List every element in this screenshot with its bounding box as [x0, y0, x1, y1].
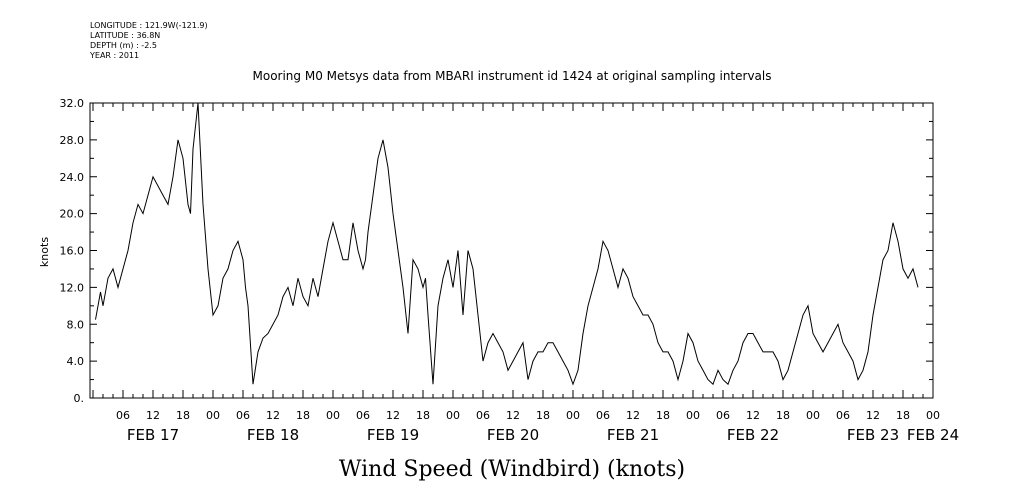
x-tick-label: 06 — [716, 409, 730, 422]
x-tick-label: 06 — [596, 409, 610, 422]
x-tick-label: 18 — [416, 409, 430, 422]
depth-text: DEPTH (m) : -2.5 — [90, 41, 157, 50]
year-text: YEAR : 2011 — [90, 51, 140, 60]
y-tick-label: 20.0 — [60, 208, 85, 221]
x-tick-label: 00 — [686, 409, 700, 422]
x-tick-label: 00 — [566, 409, 580, 422]
x-tick-label: 00 — [446, 409, 460, 422]
longitude-text: LONGITUDE : 121.9W(-121.9) — [90, 21, 208, 30]
chart-axes — [89, 102, 934, 399]
x-tick-label: 06 — [116, 409, 130, 422]
y-tick-labels: 0. 4.0 8.0 12.0 16.0 20.0 24.0 28.0 32.0 — [60, 97, 85, 405]
day-label: FEB 18 — [247, 426, 299, 444]
y-tick-label: 8.0 — [67, 318, 85, 331]
station-metadata: LONGITUDE : 121.9W(-121.9) LATITUDE : 36… — [90, 21, 208, 61]
x-tick-label: 00 — [926, 409, 940, 422]
x-tick-label: 06 — [236, 409, 250, 422]
latitude-text: LATITUDE : 36.8N — [90, 31, 161, 40]
x-tick-label: 12 — [146, 409, 160, 422]
y-tick-label: 28.0 — [60, 134, 85, 147]
x-tick-label: 12 — [386, 409, 400, 422]
y-tick-label: 24.0 — [60, 171, 85, 184]
y-tick-label: 12.0 — [60, 281, 85, 294]
y-tick-label: 4.0 — [67, 355, 85, 368]
x-tick-label: 18 — [656, 409, 670, 422]
x-tick-label: 12 — [266, 409, 280, 422]
x-tick-label: 06 — [476, 409, 490, 422]
x-tick-label: 00 — [206, 409, 220, 422]
x-tick-label: 12 — [746, 409, 760, 422]
day-label: FEB 21 — [607, 426, 659, 444]
day-labels: FEB 17 FEB 18 FEB 19 FEB 20 FEB 21 FEB 22 FEB … — [127, 426, 959, 444]
y-tick-label: 16.0 — [60, 245, 85, 258]
x-tick-label: 12 — [506, 409, 520, 422]
y-tick-label: 32.0 — [60, 97, 85, 110]
day-label: FEB 17 — [127, 426, 179, 444]
y-axis-label: knots — [38, 237, 51, 267]
x-tick-label: 18 — [176, 409, 190, 422]
day-label: FEB 24 — [907, 426, 959, 444]
x-tick-label: 18 — [296, 409, 310, 422]
x-tick-labels: 06 12 18 00 06 12 18 00 06 12 18 00 06 12 18 00 06 12 18 00… — [116, 409, 940, 422]
wind-speed-line — [95, 102, 919, 386]
plot-frame — [89, 102, 934, 399]
x-tick-label: 18 — [896, 409, 910, 422]
chart-title: Mooring M0 Metsys data from MBARI instru… — [253, 69, 772, 83]
y-tick-label: 0. — [74, 392, 85, 405]
day-label: FEB 22 — [727, 426, 779, 444]
day-label: FEB 23 — [847, 426, 899, 444]
x-tick-label: 18 — [536, 409, 550, 422]
x-tick-label: 06 — [836, 409, 850, 422]
x-axis-label: Wind Speed (Windbird) (knots) — [339, 457, 685, 482]
x-tick-label: 06 — [356, 409, 370, 422]
x-tick-label: 12 — [866, 409, 880, 422]
day-label: FEB 19 — [367, 426, 419, 444]
x-tick-label: 12 — [626, 409, 640, 422]
x-tick-label: 18 — [776, 409, 790, 422]
day-label: FEB 20 — [487, 426, 539, 444]
x-tick-label: 00 — [806, 409, 820, 422]
x-tick-label: 00 — [326, 409, 340, 422]
